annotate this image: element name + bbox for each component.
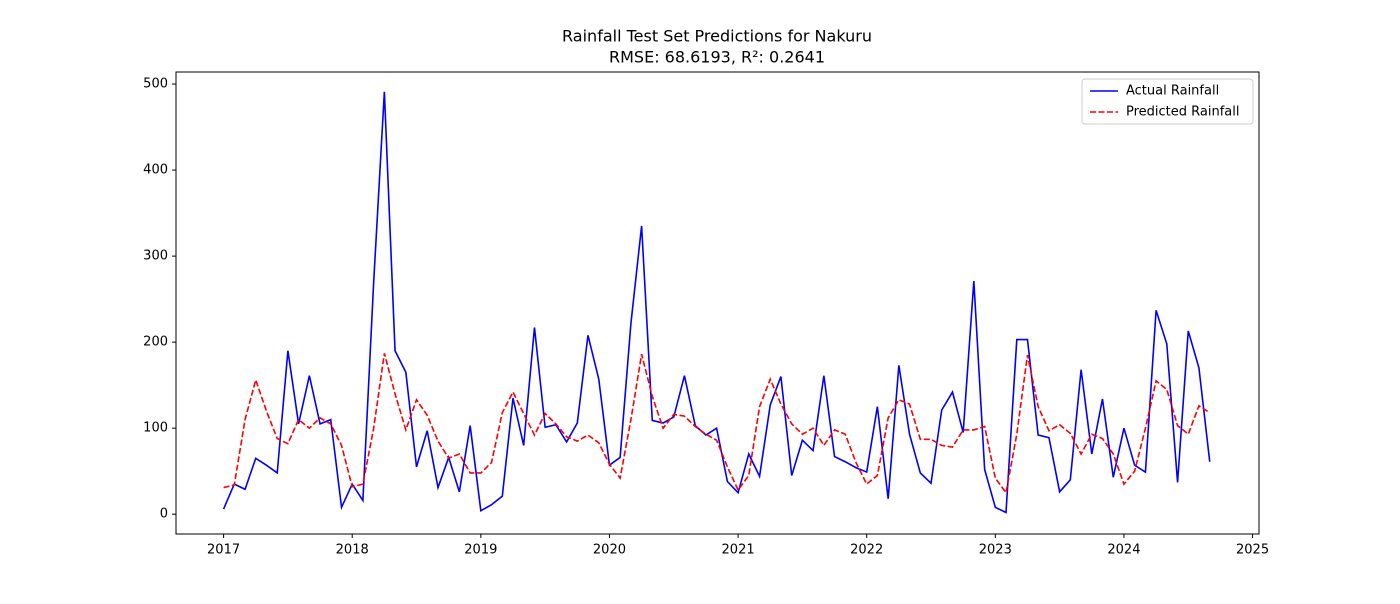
x-tick-label: 2024 <box>1107 543 1140 558</box>
series-line <box>223 353 1211 495</box>
legend-label: Predicted Rainfall <box>1126 105 1240 120</box>
x-tick-label: 2021 <box>722 543 755 558</box>
legend-box <box>1081 78 1254 125</box>
chart-subtitle: RMSE: 68.6193, R²: 0.2641 <box>609 48 825 67</box>
y-tick-label: 500 <box>143 77 168 92</box>
y-tick-label: 200 <box>143 335 168 350</box>
chart-title: Rainfall Test Set Predictions for Nakuru <box>562 27 872 46</box>
x-tick-label: 2020 <box>593 543 626 558</box>
plot-frame <box>175 71 1260 535</box>
x-tick-label: 2023 <box>979 543 1012 558</box>
y-tick-label: 400 <box>143 163 168 178</box>
y-tick-label: 0 <box>160 507 168 522</box>
legend-label: Actual Rainfall <box>1126 84 1219 99</box>
x-tick-label: 2025 <box>1236 543 1269 558</box>
x-tick-label: 2018 <box>336 543 369 558</box>
x-tick-label: 2017 <box>207 543 240 558</box>
x-tick-label: 2019 <box>464 543 497 558</box>
y-tick-label: 300 <box>143 249 168 264</box>
series-line <box>222 91 1211 514</box>
x-tick-label: 2022 <box>850 543 883 558</box>
y-tick-label: 100 <box>143 421 168 436</box>
